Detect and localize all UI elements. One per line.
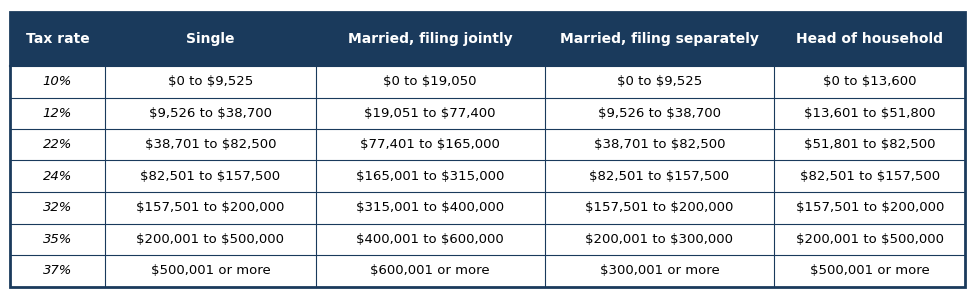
- Text: \$38,701 to \$82,500: \$38,701 to \$82,500: [144, 138, 276, 151]
- Text: \$157,501 to \$200,000: \$157,501 to \$200,000: [585, 201, 733, 214]
- Text: 32%: 32%: [43, 201, 72, 214]
- Bar: [10, 98, 965, 129]
- Text: Married, filing jointly: Married, filing jointly: [348, 32, 513, 46]
- Text: Tax rate: Tax rate: [25, 32, 90, 46]
- Bar: [10, 224, 965, 255]
- Text: \$157,501 to \$200,000: \$157,501 to \$200,000: [796, 201, 944, 214]
- Text: 35%: 35%: [43, 233, 72, 246]
- Text: \$157,501 to \$200,000: \$157,501 to \$200,000: [136, 201, 285, 214]
- Bar: [10, 66, 965, 98]
- Text: \$82,501 to \$157,500: \$82,501 to \$157,500: [140, 170, 281, 183]
- Text: \$82,501 to \$157,500: \$82,501 to \$157,500: [800, 170, 940, 183]
- Text: Married, filing separately: Married, filing separately: [560, 32, 759, 46]
- Bar: [10, 129, 965, 160]
- Text: 22%: 22%: [43, 138, 72, 151]
- Text: \$38,701 to \$82,500: \$38,701 to \$82,500: [594, 138, 725, 151]
- Text: \$400,001 to \$600,000: \$400,001 to \$600,000: [356, 233, 504, 246]
- Text: 24%: 24%: [43, 170, 72, 183]
- Text: \$0 to \$13,600: \$0 to \$13,600: [823, 75, 916, 88]
- Text: \$51,801 to \$82,500: \$51,801 to \$82,500: [804, 138, 935, 151]
- Text: \$9,526 to \$38,700: \$9,526 to \$38,700: [598, 107, 721, 120]
- Text: \$0 to \$9,525: \$0 to \$9,525: [617, 75, 702, 88]
- Bar: [10, 12, 965, 66]
- Bar: [10, 160, 965, 192]
- Text: \$500,001 or more: \$500,001 or more: [150, 264, 270, 277]
- Text: \$77,401 to \$165,000: \$77,401 to \$165,000: [360, 138, 500, 151]
- Text: \$200,001 to \$500,000: \$200,001 to \$500,000: [796, 233, 944, 246]
- Bar: [10, 255, 965, 286]
- Text: \$200,001 to \$300,000: \$200,001 to \$300,000: [586, 233, 733, 246]
- Text: \$600,001 or more: \$600,001 or more: [370, 264, 490, 277]
- Text: \$500,001 or more: \$500,001 or more: [810, 264, 929, 277]
- Text: \$82,501 to \$157,500: \$82,501 to \$157,500: [590, 170, 729, 183]
- Text: Single: Single: [186, 32, 235, 46]
- Text: \$300,001 or more: \$300,001 or more: [600, 264, 720, 277]
- Text: 10%: 10%: [43, 75, 72, 88]
- Text: \$0 to \$9,525: \$0 to \$9,525: [168, 75, 254, 88]
- Text: \$9,526 to \$38,700: \$9,526 to \$38,700: [149, 107, 272, 120]
- Bar: [10, 192, 965, 224]
- Text: Head of household: Head of household: [797, 32, 943, 46]
- Text: \$200,001 to \$500,000: \$200,001 to \$500,000: [136, 233, 285, 246]
- Text: 12%: 12%: [43, 107, 72, 120]
- Text: \$165,001 to \$315,000: \$165,001 to \$315,000: [356, 170, 504, 183]
- Text: 37%: 37%: [43, 264, 72, 277]
- Text: \$19,051 to \$77,400: \$19,051 to \$77,400: [365, 107, 496, 120]
- Text: \$0 to \$19,050: \$0 to \$19,050: [383, 75, 477, 88]
- Text: \$13,601 to \$51,800: \$13,601 to \$51,800: [804, 107, 935, 120]
- Text: \$315,001 to \$400,000: \$315,001 to \$400,000: [356, 201, 504, 214]
